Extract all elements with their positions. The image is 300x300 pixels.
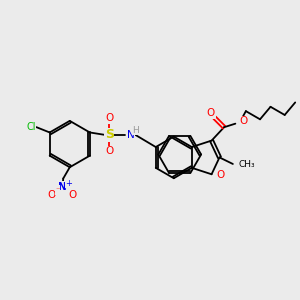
Text: O: O [217, 170, 225, 180]
Text: N: N [127, 130, 134, 140]
Text: O: O [105, 146, 113, 156]
Text: ⁻: ⁻ [55, 185, 59, 194]
Text: O: O [207, 108, 215, 118]
Text: N: N [58, 182, 67, 192]
Text: Cl: Cl [26, 122, 36, 131]
Text: O: O [69, 190, 77, 200]
Text: H: H [132, 126, 139, 135]
Text: O: O [239, 116, 248, 126]
Text: O: O [105, 113, 113, 124]
Text: S: S [105, 128, 114, 141]
Text: CH₃: CH₃ [239, 160, 255, 169]
Text: +: + [65, 179, 72, 188]
Text: O: O [47, 190, 56, 200]
